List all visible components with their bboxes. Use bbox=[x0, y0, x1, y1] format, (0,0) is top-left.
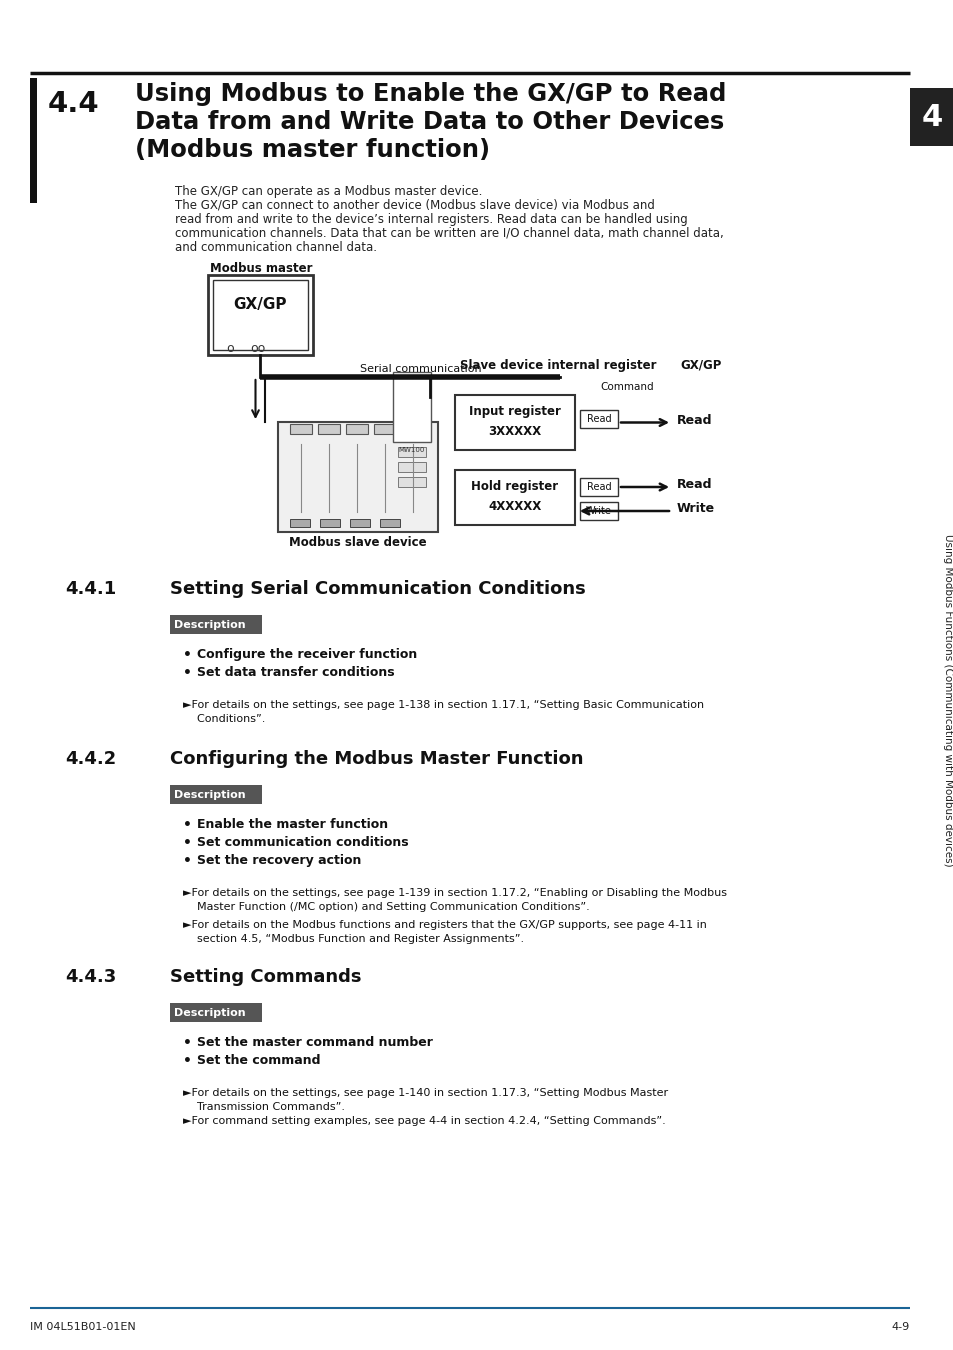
Text: Setting Serial Communication Conditions: Setting Serial Communication Conditions bbox=[170, 580, 585, 598]
Bar bbox=[455, 396, 575, 450]
Text: The GX/GP can operate as a Modbus master device.: The GX/GP can operate as a Modbus master… bbox=[174, 185, 482, 198]
Text: (Modbus master function): (Modbus master function) bbox=[135, 138, 490, 162]
Text: Setting Commands: Setting Commands bbox=[170, 968, 361, 986]
Bar bbox=[579, 502, 618, 520]
Text: oo: oo bbox=[250, 342, 265, 355]
Text: Data from and Write Data to Other Devices: Data from and Write Data to Other Device… bbox=[135, 109, 723, 134]
Text: Using Modbus Functions (Communicating with Modbus devices): Using Modbus Functions (Communicating wi… bbox=[942, 533, 952, 867]
Text: 4.4: 4.4 bbox=[48, 90, 99, 117]
Bar bbox=[277, 423, 437, 532]
Text: 4: 4 bbox=[921, 103, 942, 131]
Text: Description: Description bbox=[173, 790, 245, 799]
Text: •: • bbox=[183, 1054, 192, 1068]
Bar bbox=[319, 518, 339, 526]
Bar bbox=[346, 424, 368, 433]
Bar bbox=[579, 478, 618, 495]
Text: The GX/GP can connect to another device (Modbus slave device) via Modbus and: The GX/GP can connect to another device … bbox=[174, 198, 654, 212]
Bar bbox=[290, 518, 310, 526]
Text: Description: Description bbox=[173, 620, 245, 629]
Text: communication channels. Data that can be written are I/O channel data, math chan: communication channels. Data that can be… bbox=[174, 227, 723, 240]
Bar bbox=[374, 424, 395, 433]
Text: 4XXXXX: 4XXXXX bbox=[488, 500, 541, 513]
Bar bbox=[208, 275, 313, 355]
Text: IM 04L51B01-01EN: IM 04L51B01-01EN bbox=[30, 1322, 135, 1332]
Text: Set the master command number: Set the master command number bbox=[196, 1035, 433, 1049]
Text: Write: Write bbox=[677, 502, 715, 516]
Text: Input register: Input register bbox=[469, 405, 560, 418]
Text: and communication channel data.: and communication channel data. bbox=[174, 242, 376, 254]
Bar bbox=[317, 424, 339, 433]
Text: •: • bbox=[183, 855, 192, 868]
Text: ►For details on the settings, see page 1-140 in section 1.17.3, “Setting Modbus : ►For details on the settings, see page 1… bbox=[183, 1088, 667, 1112]
Bar bbox=[579, 410, 618, 428]
Text: Read: Read bbox=[586, 482, 611, 491]
Text: Slave device internal register: Slave device internal register bbox=[459, 359, 656, 373]
Text: Modbus master: Modbus master bbox=[210, 262, 313, 275]
Bar bbox=[350, 518, 370, 526]
Bar bbox=[170, 616, 262, 634]
Text: MW100: MW100 bbox=[398, 447, 425, 454]
Text: Set communication conditions: Set communication conditions bbox=[196, 836, 408, 849]
Text: •: • bbox=[183, 836, 192, 850]
Text: Configuring the Modbus Master Function: Configuring the Modbus Master Function bbox=[170, 751, 583, 768]
Text: •: • bbox=[183, 1035, 192, 1050]
Text: Command: Command bbox=[599, 382, 653, 391]
Bar bbox=[909, 88, 953, 146]
Text: Using Modbus to Enable the GX/GP to Read: Using Modbus to Enable the GX/GP to Read bbox=[135, 82, 725, 107]
Text: Description: Description bbox=[173, 1007, 245, 1018]
Text: Configure the receiver function: Configure the receiver function bbox=[196, 648, 416, 662]
Text: Serial communication: Serial communication bbox=[359, 364, 481, 374]
Bar bbox=[397, 477, 426, 487]
Bar bbox=[455, 470, 575, 525]
Bar bbox=[290, 424, 312, 433]
Bar bbox=[397, 462, 426, 472]
Text: Hold register: Hold register bbox=[471, 481, 558, 493]
Bar bbox=[170, 784, 262, 805]
Text: Set data transfer conditions: Set data transfer conditions bbox=[196, 666, 395, 679]
Text: •: • bbox=[183, 818, 192, 832]
Text: •: • bbox=[183, 666, 192, 680]
Text: GX/GP: GX/GP bbox=[233, 297, 287, 312]
Bar bbox=[393, 373, 431, 441]
Text: 3XXXXX: 3XXXXX bbox=[488, 425, 541, 437]
Text: ►For command setting examples, see page 4-4 in section 4.2.4, “Setting Commands”: ►For command setting examples, see page … bbox=[183, 1116, 665, 1126]
Text: Enable the master function: Enable the master function bbox=[196, 818, 388, 832]
Text: o: o bbox=[226, 342, 233, 355]
Text: Set the command: Set the command bbox=[196, 1054, 320, 1067]
Text: •: • bbox=[183, 648, 192, 662]
Text: Modbus slave device: Modbus slave device bbox=[289, 536, 426, 549]
Text: 4.4.1: 4.4.1 bbox=[65, 580, 116, 598]
Text: ►For details on the settings, see page 1-139 in section 1.17.2, “Enabling or Dis: ►For details on the settings, see page 1… bbox=[183, 888, 726, 913]
Text: GX/GP: GX/GP bbox=[679, 359, 720, 373]
Bar bbox=[213, 279, 308, 350]
Text: ►For details on the settings, see page 1-138 in section 1.17.1, “Setting Basic C: ►For details on the settings, see page 1… bbox=[183, 701, 703, 724]
Text: ►For details on the Modbus functions and registers that the GX/GP supports, see : ►For details on the Modbus functions and… bbox=[183, 919, 706, 944]
Text: 4.4.2: 4.4.2 bbox=[65, 751, 116, 768]
Text: Read: Read bbox=[677, 478, 712, 491]
Text: read from and write to the device’s internal registers. Read data can be handled: read from and write to the device’s inte… bbox=[174, 213, 687, 225]
Text: Read: Read bbox=[586, 414, 611, 424]
Text: Set the recovery action: Set the recovery action bbox=[196, 855, 361, 867]
Text: 4.4.3: 4.4.3 bbox=[65, 968, 116, 986]
Bar bbox=[397, 447, 426, 458]
Text: Write: Write bbox=[585, 506, 611, 516]
Bar bbox=[379, 518, 399, 526]
Bar bbox=[170, 1003, 262, 1022]
Bar bbox=[401, 424, 423, 433]
Text: 4-9: 4-9 bbox=[891, 1322, 909, 1332]
Bar bbox=[30, 78, 37, 202]
Text: Read: Read bbox=[677, 414, 712, 427]
